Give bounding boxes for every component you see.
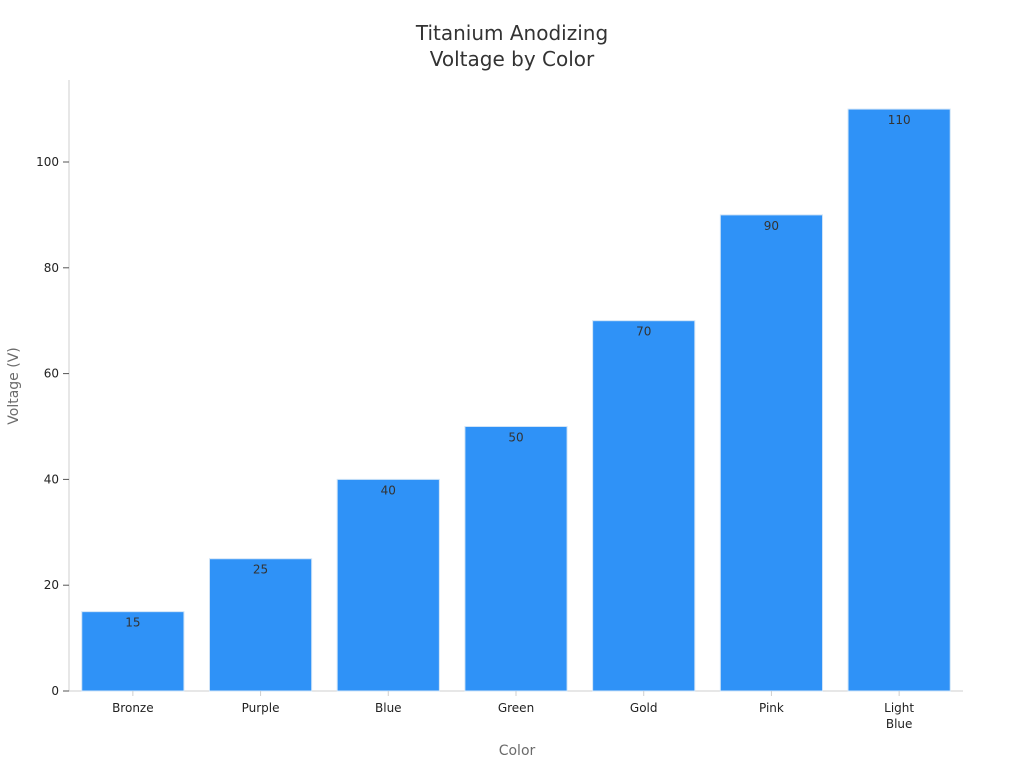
x-tick-label: Bronze	[112, 701, 154, 715]
y-tick-label: 40	[44, 472, 59, 486]
y-axis-ticks: 0 20 40 60 80 100	[36, 155, 69, 698]
y-tick-label: 20	[44, 578, 59, 592]
bar-value-label: 25	[253, 563, 268, 577]
bar	[464, 425, 568, 692]
bar	[719, 214, 824, 692]
chart-title: Titanium Anodizing Voltage by Color	[415, 21, 608, 71]
x-tick-label: Light	[884, 701, 914, 715]
bar-value-label: 110	[888, 113, 911, 127]
bar-value-label: 70	[636, 325, 651, 339]
y-tick-label: 0	[51, 684, 59, 698]
bar	[208, 558, 313, 692]
bar-value-label: 90	[764, 219, 779, 233]
bar	[847, 108, 951, 692]
x-tick-label: Gold	[630, 701, 658, 715]
y-tick-label: 100	[36, 155, 59, 169]
bar-value-label: 15	[125, 616, 140, 630]
bar-value-label: 50	[508, 430, 523, 444]
y-axis-title: Voltage (V)	[6, 347, 22, 424]
x-tick-label: Pink	[759, 701, 784, 715]
x-tick-label: Green	[498, 701, 534, 715]
x-axis-ticks: Bronze Purple Blue Green Gold Pink Light Blue	[112, 691, 914, 731]
x-tick-label: Blue	[886, 717, 913, 731]
y-tick-label: 60	[44, 367, 59, 381]
x-tick-label: Purple	[242, 701, 280, 715]
x-axis-title: Color	[499, 743, 536, 759]
bar	[592, 320, 696, 692]
bars: 15 25 40 50 70 90 110	[81, 108, 951, 692]
chart-title-line-1: Titanium Anodizing	[415, 21, 608, 45]
bar	[81, 611, 185, 692]
y-tick-label: 80	[44, 261, 59, 275]
bar	[336, 478, 440, 692]
x-tick-label: Blue	[375, 701, 402, 715]
bar-value-label: 40	[381, 483, 396, 497]
chart-title-line-2: Voltage by Color	[430, 47, 595, 71]
